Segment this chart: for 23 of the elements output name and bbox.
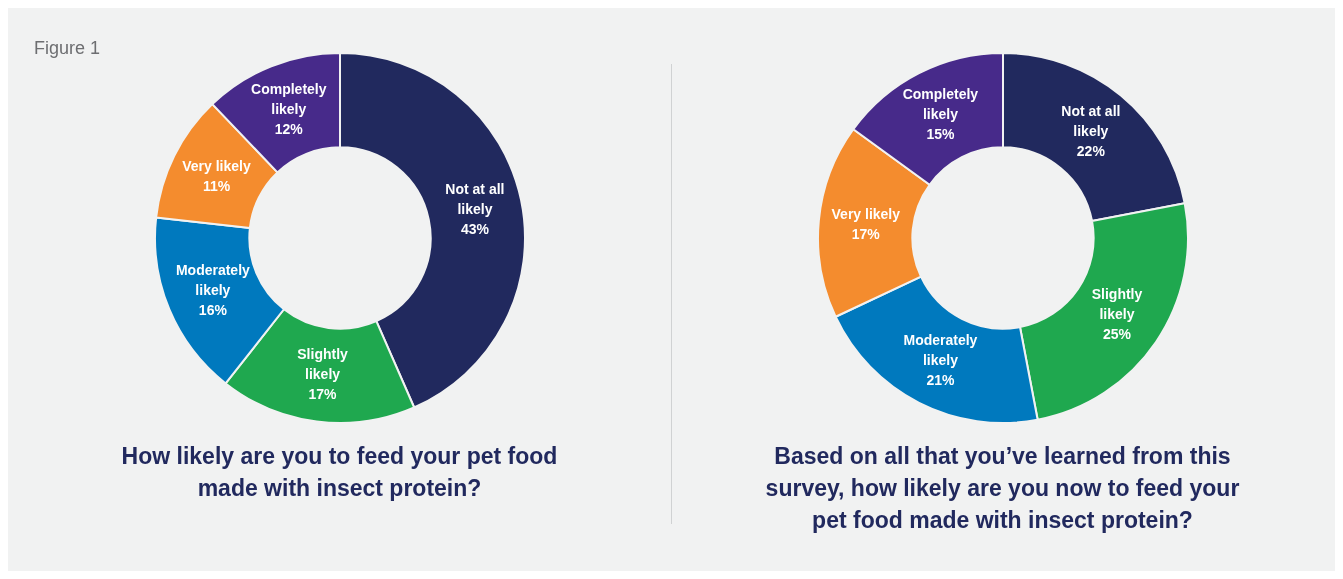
data-label: 15%	[925, 126, 955, 143]
text: Based on all that you’ve learned from this survey, how likely are you now to feed your pet food made with insect protein?	[764, 442, 1241, 535]
slice-label: Slightly likely	[296, 345, 348, 382]
slice-label: Completely likely	[902, 86, 978, 123]
data-label: 12%	[274, 120, 303, 137]
data-label: 21%	[925, 371, 955, 388]
slice-label: Slightly likely	[1091, 286, 1142, 323]
data-label: 43%	[460, 220, 489, 237]
data-label: 17%	[308, 385, 337, 402]
slice-label: Not at all likely	[444, 180, 504, 217]
slice-label: Moderately likely	[175, 262, 250, 299]
data-label: 16%	[198, 302, 227, 319]
slice-label: Not at all likely	[1060, 102, 1120, 139]
data-label: 17%	[851, 225, 880, 242]
slice-label: Very likely	[831, 205, 900, 222]
slice-label: Very likely	[181, 157, 251, 174]
data-label: 22%	[1076, 142, 1105, 159]
data-label: 11%	[202, 177, 231, 194]
text: How likely are you to feed your pet food made with insect protein?	[120, 442, 559, 503]
slice-label: Completely likely	[250, 80, 327, 117]
data-label: 25%	[1102, 326, 1132, 343]
slice-label: Moderately likely	[902, 331, 978, 368]
caption: Figure 1	[34, 38, 101, 59]
